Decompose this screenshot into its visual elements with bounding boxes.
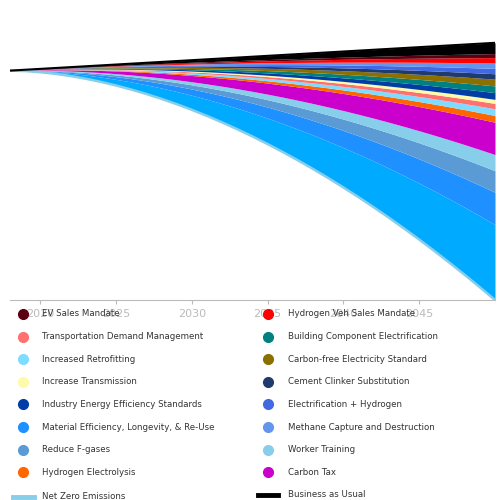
Text: Material Efficiency, Longevity, & Re-Use: Material Efficiency, Longevity, & Re-Use (42, 422, 215, 432)
Text: Carbon Tax: Carbon Tax (288, 468, 336, 476)
Text: Net Zero Emissions: Net Zero Emissions (42, 492, 126, 500)
Text: Business as Usual: Business as Usual (288, 490, 365, 500)
Text: Building Component Electrification: Building Component Electrification (288, 332, 438, 341)
Text: EV Sales Mandate: EV Sales Mandate (42, 310, 120, 318)
Text: Electrification + Hydrogen: Electrification + Hydrogen (288, 400, 402, 409)
Text: Hydrogen Electrolysis: Hydrogen Electrolysis (42, 468, 136, 476)
Text: Industry Energy Efficiency Standards: Industry Energy Efficiency Standards (42, 400, 202, 409)
Text: Increase Transmission: Increase Transmission (42, 378, 138, 386)
Text: Worker Training: Worker Training (288, 445, 354, 454)
Text: Hydrogen Veh Sales Mandate: Hydrogen Veh Sales Mandate (288, 310, 414, 318)
Text: Methane Capture and Destruction: Methane Capture and Destruction (288, 422, 434, 432)
Text: Increased Retrofitting: Increased Retrofitting (42, 354, 136, 364)
Text: Carbon-free Electricity Standard: Carbon-free Electricity Standard (288, 354, 426, 364)
Text: Transportation Demand Management: Transportation Demand Management (42, 332, 204, 341)
Text: Cement Clinker Substitution: Cement Clinker Substitution (288, 378, 409, 386)
Text: Reduce F-gases: Reduce F-gases (42, 445, 110, 454)
